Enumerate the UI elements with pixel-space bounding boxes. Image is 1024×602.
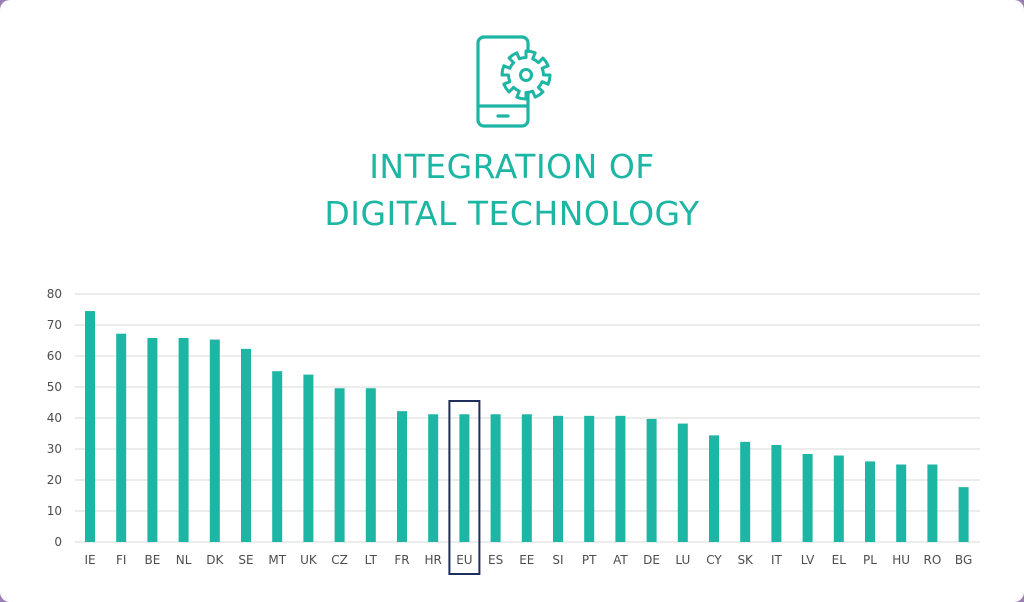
bar-bg [958,487,969,542]
bar-ro [927,464,938,542]
bar-pl [865,461,875,542]
x-tick-label-lv: LV [801,553,815,567]
x-tick-label-sk: SK [737,553,754,567]
x-tick-label-dk: DK [206,553,224,567]
x-tick-label-el: EL [832,553,847,567]
chart-title-line-1: INTEGRATION OF [369,147,655,186]
y-tick-label: 0 [54,535,62,549]
bar-ie [85,311,95,542]
y-tick-label: 30 [47,442,62,456]
bar-se [241,348,251,542]
x-tick-label-fr: FR [394,553,409,567]
bar-dk [209,339,220,542]
bar-uk [303,374,314,542]
bar-lv [802,453,813,542]
bar-lt [365,388,376,542]
highlight-box-eu [448,400,481,575]
bar-it [771,444,782,542]
x-tick-label-it: IT [771,553,783,567]
chart-title-line-2: DIGITAL TECHNOLOGY [324,194,700,233]
x-tick-label-pl: PL [863,553,877,567]
y-tick-label: 10 [47,504,62,518]
bar-fr [397,411,407,542]
bar-hr [428,414,439,542]
bar-at [615,415,626,542]
x-tick-label-se: SE [238,553,253,567]
x-tick-label-mt: MT [268,553,286,567]
bar-cz [334,388,345,542]
x-tick-label-ie: IE [84,553,95,567]
bar-pt [584,415,595,542]
x-tick-label-cy: CY [706,553,722,567]
x-tick-label-pt: PT [582,553,597,567]
bar-si [553,415,563,542]
bar-hu [896,464,907,542]
smartphone-gear-icon [470,34,556,130]
bar-nl [178,338,189,542]
bar-fi [116,333,127,542]
y-tick-label: 80 [47,287,62,301]
bar-es [490,414,501,542]
bar-sk [740,441,751,542]
x-tick-label-es: ES [488,553,503,567]
x-tick-label-nl: NL [176,553,192,567]
y-tick-label: 60 [47,349,62,363]
x-tick-label-uk: UK [300,553,318,567]
x-tick-label-lu: LU [675,553,690,567]
x-tick-label-cz: CZ [331,553,348,567]
x-tick-label-de: DE [643,553,660,567]
x-tick-label-lt: LT [365,553,378,567]
bar-mt [272,371,283,542]
x-tick-label-hr: HR [425,553,442,567]
bar-el [833,455,844,542]
bar-be [147,338,158,542]
x-tick-label-be: BE [144,553,160,567]
y-tick-label: 20 [47,473,62,487]
bar-ee [521,414,532,542]
x-tick-label-si: SI [552,553,563,567]
bar-de [646,418,657,542]
y-tick-label: 40 [47,411,62,425]
x-tick-label-bg: BG [955,553,972,567]
y-tick-label: 50 [47,380,62,394]
bar-lu [677,423,688,542]
bar-eu [459,414,470,542]
y-tick-label: 70 [47,318,62,332]
x-tick-label-at: AT [613,553,628,567]
x-tick-label-eu: EU [456,553,472,567]
x-tick-label-ee: EE [519,553,534,567]
x-tick-label-fi: FI [116,553,126,567]
bar-cy [709,435,719,542]
x-tick-label-hu: HU [892,553,910,567]
x-tick-label-ro: RO [924,553,942,567]
